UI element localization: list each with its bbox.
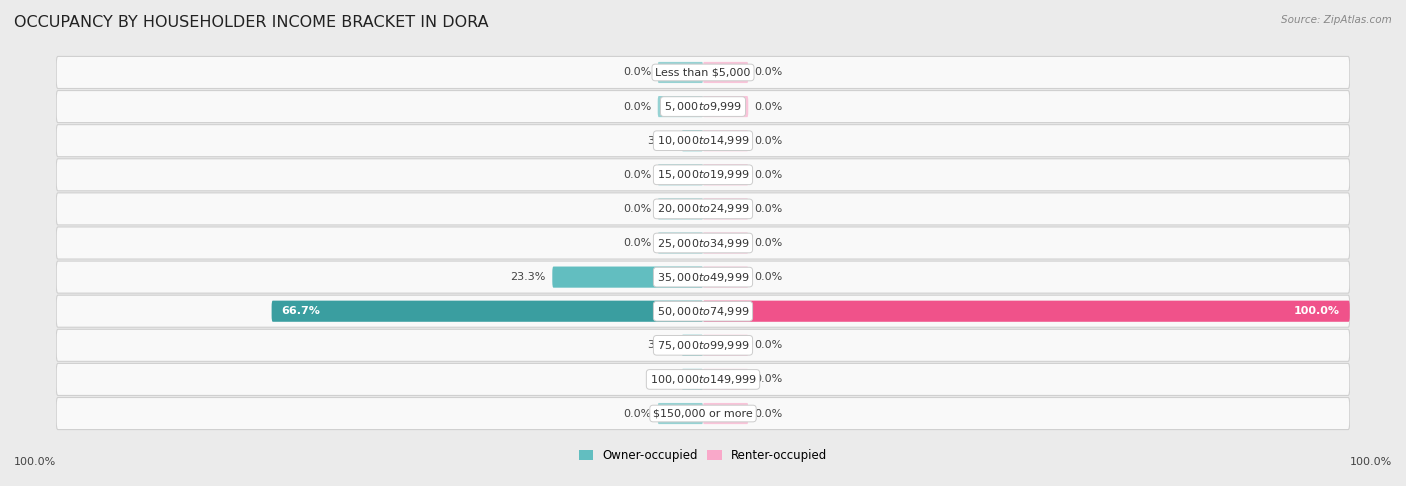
FancyBboxPatch shape (703, 369, 748, 390)
FancyBboxPatch shape (703, 96, 748, 117)
Text: 100.0%: 100.0% (1294, 306, 1340, 316)
Text: OCCUPANCY BY HOUSEHOLDER INCOME BRACKET IN DORA: OCCUPANCY BY HOUSEHOLDER INCOME BRACKET … (14, 15, 489, 30)
Text: $15,000 to $19,999: $15,000 to $19,999 (657, 168, 749, 181)
Text: $5,000 to $9,999: $5,000 to $9,999 (664, 100, 742, 113)
FancyBboxPatch shape (703, 232, 748, 254)
Text: 0.0%: 0.0% (755, 340, 783, 350)
Text: 100.0%: 100.0% (14, 456, 56, 467)
FancyBboxPatch shape (553, 266, 703, 288)
Text: 0.0%: 0.0% (755, 136, 783, 146)
Text: $10,000 to $14,999: $10,000 to $14,999 (657, 134, 749, 147)
FancyBboxPatch shape (703, 198, 748, 220)
FancyBboxPatch shape (56, 398, 1350, 430)
FancyBboxPatch shape (658, 403, 703, 424)
FancyBboxPatch shape (658, 198, 703, 220)
Text: $150,000 or more: $150,000 or more (654, 409, 752, 418)
FancyBboxPatch shape (682, 369, 703, 390)
Text: $100,000 to $149,999: $100,000 to $149,999 (650, 373, 756, 386)
Text: 0.0%: 0.0% (755, 68, 783, 77)
Text: 3.3%: 3.3% (647, 340, 675, 350)
Text: 100.0%: 100.0% (1350, 456, 1392, 467)
FancyBboxPatch shape (703, 403, 748, 424)
Text: $75,000 to $99,999: $75,000 to $99,999 (657, 339, 749, 352)
FancyBboxPatch shape (658, 164, 703, 185)
Text: 0.0%: 0.0% (623, 238, 651, 248)
Text: 0.0%: 0.0% (623, 102, 651, 112)
Text: 0.0%: 0.0% (755, 374, 783, 384)
FancyBboxPatch shape (703, 130, 748, 151)
FancyBboxPatch shape (658, 62, 703, 83)
Text: 0.0%: 0.0% (755, 409, 783, 418)
Text: 3.3%: 3.3% (647, 374, 675, 384)
Text: $50,000 to $74,999: $50,000 to $74,999 (657, 305, 749, 318)
Text: 0.0%: 0.0% (755, 238, 783, 248)
Text: 3.3%: 3.3% (647, 136, 675, 146)
FancyBboxPatch shape (703, 335, 748, 356)
FancyBboxPatch shape (658, 96, 703, 117)
Text: $20,000 to $24,999: $20,000 to $24,999 (657, 202, 749, 215)
FancyBboxPatch shape (56, 124, 1350, 156)
Text: 0.0%: 0.0% (623, 204, 651, 214)
FancyBboxPatch shape (56, 330, 1350, 362)
FancyBboxPatch shape (703, 62, 748, 83)
FancyBboxPatch shape (56, 261, 1350, 293)
Text: Less than $5,000: Less than $5,000 (655, 68, 751, 77)
Text: 0.0%: 0.0% (623, 170, 651, 180)
FancyBboxPatch shape (703, 164, 748, 185)
Text: 0.0%: 0.0% (623, 68, 651, 77)
Text: Source: ZipAtlas.com: Source: ZipAtlas.com (1281, 15, 1392, 25)
FancyBboxPatch shape (56, 227, 1350, 259)
FancyBboxPatch shape (56, 90, 1350, 122)
FancyBboxPatch shape (682, 130, 703, 151)
FancyBboxPatch shape (271, 301, 703, 322)
FancyBboxPatch shape (658, 232, 703, 254)
Text: 0.0%: 0.0% (755, 272, 783, 282)
FancyBboxPatch shape (56, 159, 1350, 191)
FancyBboxPatch shape (56, 364, 1350, 396)
Text: 0.0%: 0.0% (755, 204, 783, 214)
Text: 0.0%: 0.0% (755, 170, 783, 180)
FancyBboxPatch shape (703, 266, 748, 288)
Legend: Owner-occupied, Renter-occupied: Owner-occupied, Renter-occupied (574, 444, 832, 467)
Text: $25,000 to $34,999: $25,000 to $34,999 (657, 237, 749, 249)
Text: $35,000 to $49,999: $35,000 to $49,999 (657, 271, 749, 284)
FancyBboxPatch shape (703, 301, 1350, 322)
Text: 0.0%: 0.0% (623, 409, 651, 418)
FancyBboxPatch shape (682, 335, 703, 356)
Text: 0.0%: 0.0% (755, 102, 783, 112)
FancyBboxPatch shape (56, 56, 1350, 88)
FancyBboxPatch shape (56, 295, 1350, 327)
FancyBboxPatch shape (56, 193, 1350, 225)
Text: 23.3%: 23.3% (510, 272, 546, 282)
Text: 66.7%: 66.7% (281, 306, 321, 316)
